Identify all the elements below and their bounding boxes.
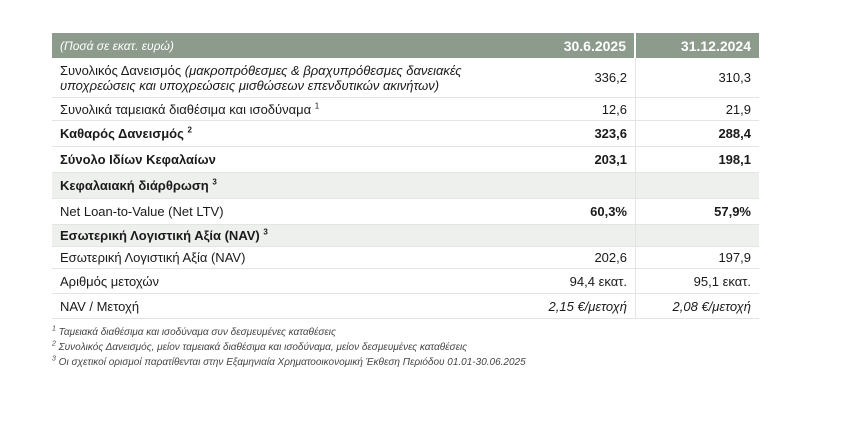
row-value-2024: 57,9% <box>714 204 751 219</box>
row-value-2025: 323,6 <box>517 121 636 146</box>
section-label: Εσωτερική Λογιστική Αξία (NAV) <box>60 228 264 243</box>
row-label: Net Loan-to-Value (Net LTV) <box>60 204 224 219</box>
footnote-ref: 1 <box>314 101 320 111</box>
table-row: Εσωτερική Λογιστική Αξία (NAV) 202,6 197… <box>52 247 759 269</box>
row-value-2024 <box>636 173 759 198</box>
table-row: Καθαρός Δανεισμός 2 323,6 288,4 <box>52 121 759 147</box>
row-label-detail: (μακροπρόθεσμες & βραχυπρόθεσμες δανειακ… <box>60 62 462 93</box>
header-date-1: 30.6.2025 <box>517 33 636 58</box>
table-row: Συνολικά ταμειακά διαθέσιμα και ισοδύναμ… <box>52 98 759 121</box>
row-value-2025: 12,6 <box>517 98 636 120</box>
section-label: Κεφαλαιακή διάρθρωση <box>60 178 213 193</box>
footnote: 1 Ταμειακά διαθέσιμα και ισοδύναμα συν δ… <box>52 325 526 340</box>
row-value-2025: 336,2 <box>517 58 636 97</box>
row-value-2025: 2,15 €/μετοχή <box>517 294 636 318</box>
row-value-2024 <box>636 225 759 246</box>
row-value-2024: 95,1 εκατ. <box>693 273 751 289</box>
row-value-2025: 94,4 εκατ. <box>517 269 636 293</box>
footnote-number: 3 <box>52 355 56 363</box>
row-label: NAV / Μετοχή <box>60 298 140 314</box>
financial-table: (Ποσά σε εκατ. ευρώ) 30.6.2025 31.12.202… <box>52 33 759 319</box>
table-row: Net Loan-to-Value (Net LTV) 60,3% 57,9% <box>52 199 759 225</box>
row-value-2025: 203,1 <box>517 147 636 172</box>
row-label: Εσωτερική Λογιστική Αξία (NAV) <box>60 250 246 265</box>
row-label: Σύνολο Ιδίων Κεφαλαίων <box>60 152 216 167</box>
footnote-ref: 2 <box>187 125 192 135</box>
row-value-2024: 197,9 <box>718 250 751 265</box>
row-value-2024: 198,1 <box>718 152 751 167</box>
row-value-2025: 60,3% <box>517 199 636 224</box>
footnote-text: Ταμειακά διαθέσιμα και ισοδύναμα συν δεσ… <box>55 327 336 338</box>
table-row: Συνολικός Δανεισμός (μακροπρόθεσμες & βρ… <box>52 58 759 98</box>
row-value-2024: 2,08 €/μετοχή <box>672 298 751 314</box>
section-row: Εσωτερική Λογιστική Αξία (NAV) 3 <box>52 225 759 247</box>
row-value-2025: 202,6 <box>517 247 636 268</box>
row-label: Αριθμός μετοχών <box>60 273 160 289</box>
row-label: Συνολικός Δανεισμός <box>60 62 185 78</box>
footnote-ref: 3 <box>212 177 217 187</box>
table-row: Σύνολο Ιδίων Κεφαλαίων 203,1 198,1 <box>52 147 759 173</box>
row-label: Καθαρός Δανεισμός <box>60 126 188 141</box>
footnote: 3 Οι σχετικοί ορισμοί παρατίθενται στην … <box>52 355 526 370</box>
footnote-ref: 3 <box>263 227 268 237</box>
footnote-number: 1 <box>52 325 56 333</box>
row-value-2025 <box>517 225 636 246</box>
section-row: Κεφαλαιακή διάρθρωση 3 <box>52 173 759 199</box>
footnote-number: 2 <box>52 340 56 348</box>
table-header: (Ποσά σε εκατ. ευρώ) 30.6.2025 31.12.202… <box>52 33 759 58</box>
table-row: NAV / Μετοχή 2,15 €/μετοχή 2,08 €/μετοχή <box>52 294 759 319</box>
footnote-text: Συνολικός Δανεισμός, μείον ταμειακά διαθ… <box>55 342 468 353</box>
row-value-2025 <box>517 173 636 198</box>
footnotes: 1 Ταμειακά διαθέσιμα και ισοδύναμα συν δ… <box>52 325 526 370</box>
table-row: Αριθμός μετοχών 94,4 εκατ. 95,1 εκατ. <box>52 269 759 294</box>
footnote-text: Οι σχετικοί ορισμοί παρατίθενται στην Εξ… <box>55 357 526 368</box>
row-value-2024: 288,4 <box>718 126 751 141</box>
row-value-2024: 21,9 <box>725 101 751 117</box>
row-label: Συνολικά ταμειακά διαθέσιμα και ισοδύναμ… <box>60 101 315 117</box>
footnote: 2 Συνολικός Δανεισμός, μείον ταμειακά δι… <box>52 340 526 355</box>
header-date-2: 31.12.2024 <box>680 37 751 54</box>
amounts-unit-label: (Ποσά σε εκατ. ευρώ) <box>60 38 174 53</box>
row-value-2024: 310,3 <box>718 70 751 85</box>
